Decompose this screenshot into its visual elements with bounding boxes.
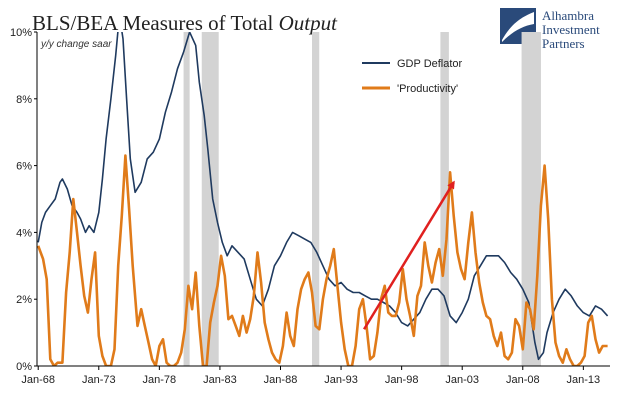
x-tick-label: Jan-93 xyxy=(324,374,358,386)
x-tick-label: Jan-03 xyxy=(445,374,479,386)
legend-item-productivity: 'Productivity' xyxy=(362,83,458,95)
x-tick-label: Jan-88 xyxy=(264,374,298,386)
x-tick-label: Jan-83 xyxy=(203,374,237,386)
recession-band xyxy=(201,32,219,366)
productivity-line xyxy=(37,154,608,366)
legend-label-gdp-deflator: GDP Deflator xyxy=(397,58,463,70)
axes xyxy=(36,32,610,367)
logo-mark-swoosh xyxy=(502,12,534,42)
annotations xyxy=(363,180,455,330)
y-tick-label: 8% xyxy=(16,94,32,106)
x-tick-label: Jan-13 xyxy=(567,374,601,386)
x-tick-label: Jan-78 xyxy=(143,374,177,386)
y-tick-label: 2% xyxy=(16,294,32,306)
series-lines xyxy=(37,32,609,366)
legend: GDP Deflator 'Productivity' xyxy=(362,58,463,95)
x-tick-labels: Jan-68 Jan-73 Jan-78 Jan-83 Jan-88 Jan-93 Jan-… xyxy=(21,366,600,386)
x-tick-label: Jan-68 xyxy=(21,374,55,386)
recession-band xyxy=(311,32,320,366)
chart-title-prefix: BLS/BEA Measures of Total xyxy=(32,11,279,35)
y-tick-label: 4% xyxy=(16,227,32,239)
x-tick-label: Jan-73 xyxy=(82,374,116,386)
recession-band xyxy=(183,32,190,366)
y-tick-labels: 0% 2% 4% 6% 8% 10% xyxy=(10,27,37,373)
logo-line-1: Alhambra xyxy=(542,8,594,23)
y-tick-label: 0% xyxy=(16,361,32,373)
gdp-deflator-line xyxy=(37,32,609,361)
chart-title: BLS/BEA Measures of Total Output xyxy=(32,11,338,35)
y-axis-label: y/y change saar xyxy=(40,39,112,50)
x-tick-label: Jan-98 xyxy=(385,374,419,386)
chart-title-emphasis: Output xyxy=(279,11,339,35)
x-tick-label: Jan-08 xyxy=(506,374,540,386)
logo-line-2: Investment xyxy=(542,22,600,37)
y-tick-label: 6% xyxy=(16,161,32,173)
trend-arrow xyxy=(363,180,455,330)
legend-label-productivity: 'Productivity' xyxy=(397,83,458,95)
legend-item-gdp-deflator: GDP Deflator xyxy=(362,58,463,70)
alhambra-logo: Alhambra Investment Partners xyxy=(500,8,600,51)
logo-line-3: Partners xyxy=(542,36,585,51)
y-tick-label: 10% xyxy=(10,27,32,39)
